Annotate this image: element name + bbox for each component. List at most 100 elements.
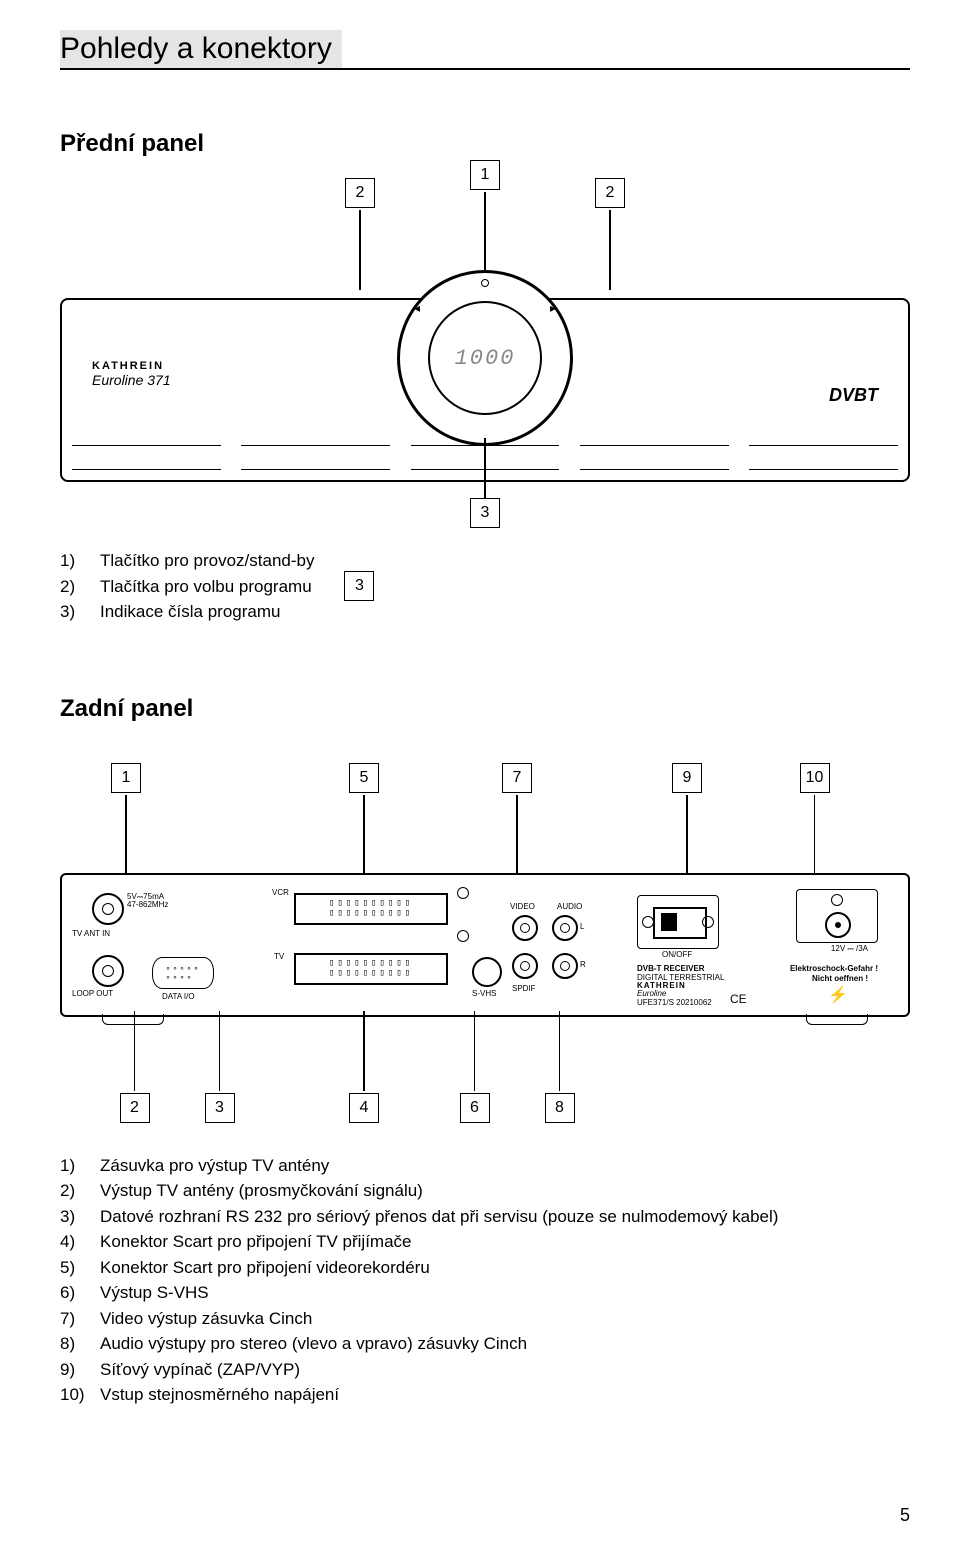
callout-line: [686, 795, 688, 875]
callout-line: [559, 1011, 561, 1091]
callout-line: [474, 1011, 476, 1091]
rear-panel-diagram: 1 5 7 9 10: [60, 763, 910, 1123]
legend-num: 8): [60, 1331, 100, 1357]
legend-text: Konektor Scart pro připojení videorekord…: [100, 1255, 430, 1281]
page-number: 5: [900, 1505, 910, 1526]
receiver-l5: UFE371/S 20210062: [637, 999, 712, 1008]
rear-callout: 9: [672, 763, 702, 875]
dvb-label: DVBT: [829, 385, 878, 406]
dc-in-connector: [825, 912, 851, 938]
legend-text: Video výstup zásuvka Cinch: [100, 1306, 312, 1332]
data-io-label: DATA I/O: [162, 993, 195, 1002]
tv-ant-in-connector: [92, 893, 124, 925]
shock-l1: Elektroschock-Gefahr !: [790, 965, 878, 974]
video-label: VIDEO: [510, 903, 535, 912]
lightning-icon: ⚡: [828, 987, 848, 1005]
brand-line1: KATHREIN: [92, 360, 171, 372]
callout-box: 3: [470, 498, 500, 528]
legend-num: 3): [60, 1204, 100, 1230]
onoff-label: ON/OFF: [662, 951, 692, 960]
onoff-switch: [653, 907, 707, 939]
switch-frame: [637, 895, 719, 949]
legend-text: Audio výstupy pro stereo (vlevo a vpravo…: [100, 1331, 527, 1357]
foot: [806, 1014, 868, 1025]
legend-text: Vstup stejnosměrného napájení: [100, 1382, 339, 1408]
rs232-port: ∘∘∘∘∘∘∘∘∘: [152, 957, 214, 989]
rear-callout: 3: [205, 1011, 235, 1123]
callout-box: 1: [111, 763, 141, 793]
legend-num: 5): [60, 1255, 100, 1281]
legend-num: 2): [60, 1178, 100, 1204]
front-panel-diagram: 2 1 2 1000 ◂ ▸ KATHREIN Euroline 371: [60, 178, 910, 518]
legend-row: 3) Indikace čísla programu: [60, 599, 314, 625]
page-title: Pohledy a konektory: [60, 30, 342, 68]
callout-line: [363, 795, 365, 875]
legend-text: Indikace čísla programu: [100, 599, 280, 625]
legend-text: Konektor Scart pro připojení TV přijímač…: [100, 1229, 412, 1255]
legend-row: 5)Konektor Scart pro připojení videoreko…: [60, 1255, 910, 1281]
legend-row: 6)Výstup S-VHS: [60, 1280, 910, 1306]
legend-text: Výstup TV antény (prosmyčkování signálu): [100, 1178, 423, 1204]
callout-box: 10: [800, 763, 830, 793]
legend-row: 4)Konektor Scart pro připojení TV přijím…: [60, 1229, 910, 1255]
display: 1000: [428, 301, 542, 415]
callout-line: [125, 795, 127, 875]
center-dial: 1000 ◂ ▸: [397, 270, 573, 446]
callout-line: [516, 795, 518, 875]
rear-callout: 1: [111, 763, 141, 875]
legend-row: 1)Zásuvka pro výstup TV antény: [60, 1153, 910, 1179]
callout-box: 2: [595, 178, 625, 208]
vcr-label: VCR: [272, 889, 289, 898]
rear-section-title: Zadní panel: [60, 695, 193, 723]
rear-callout: 7: [502, 763, 532, 875]
legend-num: 6): [60, 1280, 100, 1306]
loop-out-connector: [92, 955, 124, 987]
legend-num: 9): [60, 1357, 100, 1383]
tv-ant-in-label: TV ANT IN: [72, 930, 110, 939]
l-label: L: [580, 923, 584, 932]
r-label: R: [580, 961, 586, 970]
legend-num: 2): [60, 574, 100, 600]
legend-text: Výstup S-VHS: [100, 1280, 209, 1306]
callout-line: [219, 1011, 221, 1091]
brand-line2: Euroline 371: [92, 372, 171, 388]
callout-box: 2: [345, 178, 375, 208]
svhs-label: S-VHS: [472, 990, 496, 999]
power-icon: [481, 279, 489, 287]
callout-2-right: 2: [595, 178, 625, 290]
power-label: 12V ⎓ /3A: [831, 945, 868, 954]
ce-icon: CE: [730, 993, 747, 1006]
audio-label: AUDIO: [557, 903, 582, 912]
audio-l-cinch: [552, 915, 578, 941]
legend-row: 8)Audio výstupy pro stereo (vlevo a vpra…: [60, 1331, 910, 1357]
rear-callouts-bottom: 2 3 4 6 8: [60, 1083, 910, 1123]
rear-callout: 2: [120, 1011, 150, 1123]
spdif-cinch: [512, 953, 538, 979]
rear-legend: 1)Zásuvka pro výstup TV antény 2)Výstup …: [60, 1153, 910, 1408]
rear-callout: 4: [349, 1011, 379, 1123]
legend-row: 3)Datové rozhraní RS 232 pro sériový pře…: [60, 1204, 910, 1230]
legend-row: 2) Tlačítka pro volbu programu: [60, 574, 314, 600]
callout-box: 4: [349, 1093, 379, 1123]
audio-r-cinch: [552, 953, 578, 979]
front-legend: 1) Tlačítko pro provoz/stand-by 2) Tlačí…: [60, 548, 314, 625]
callout-box: 6: [460, 1093, 490, 1123]
front-legend-row: 1) Tlačítko pro provoz/stand-by 2) Tlačí…: [60, 548, 910, 625]
legend-text: Tlačítka pro volbu programu: [100, 574, 312, 600]
power-frame: [796, 889, 878, 943]
rear-callout: 6: [460, 1011, 490, 1123]
page: Pohledy a konektory Přední panel 2 1 2 1…: [0, 0, 960, 1546]
legend-text: Tlačítko pro provoz/stand-by: [100, 548, 314, 574]
callout-line: [484, 438, 486, 498]
callout-box: 8: [545, 1093, 575, 1123]
callout-2-left: 2: [345, 178, 375, 290]
screw-icon: [831, 894, 843, 906]
rear-callout: 10: [800, 763, 830, 875]
callout-box: 3: [344, 571, 374, 601]
brand-block: KATHREIN Euroline 371: [92, 360, 171, 388]
legend-num: 4): [60, 1229, 100, 1255]
device-rear: 5V⎓75mA 47-862MHz TV ANT IN LOOP OUT ∘∘∘…: [60, 873, 910, 1017]
callout-box: 5: [349, 763, 379, 793]
legend-row: 9)Síťový vypínač (ZAP/VYP): [60, 1357, 910, 1383]
ant-spec-label: 5V⎓75mA 47-862MHz: [127, 893, 168, 911]
